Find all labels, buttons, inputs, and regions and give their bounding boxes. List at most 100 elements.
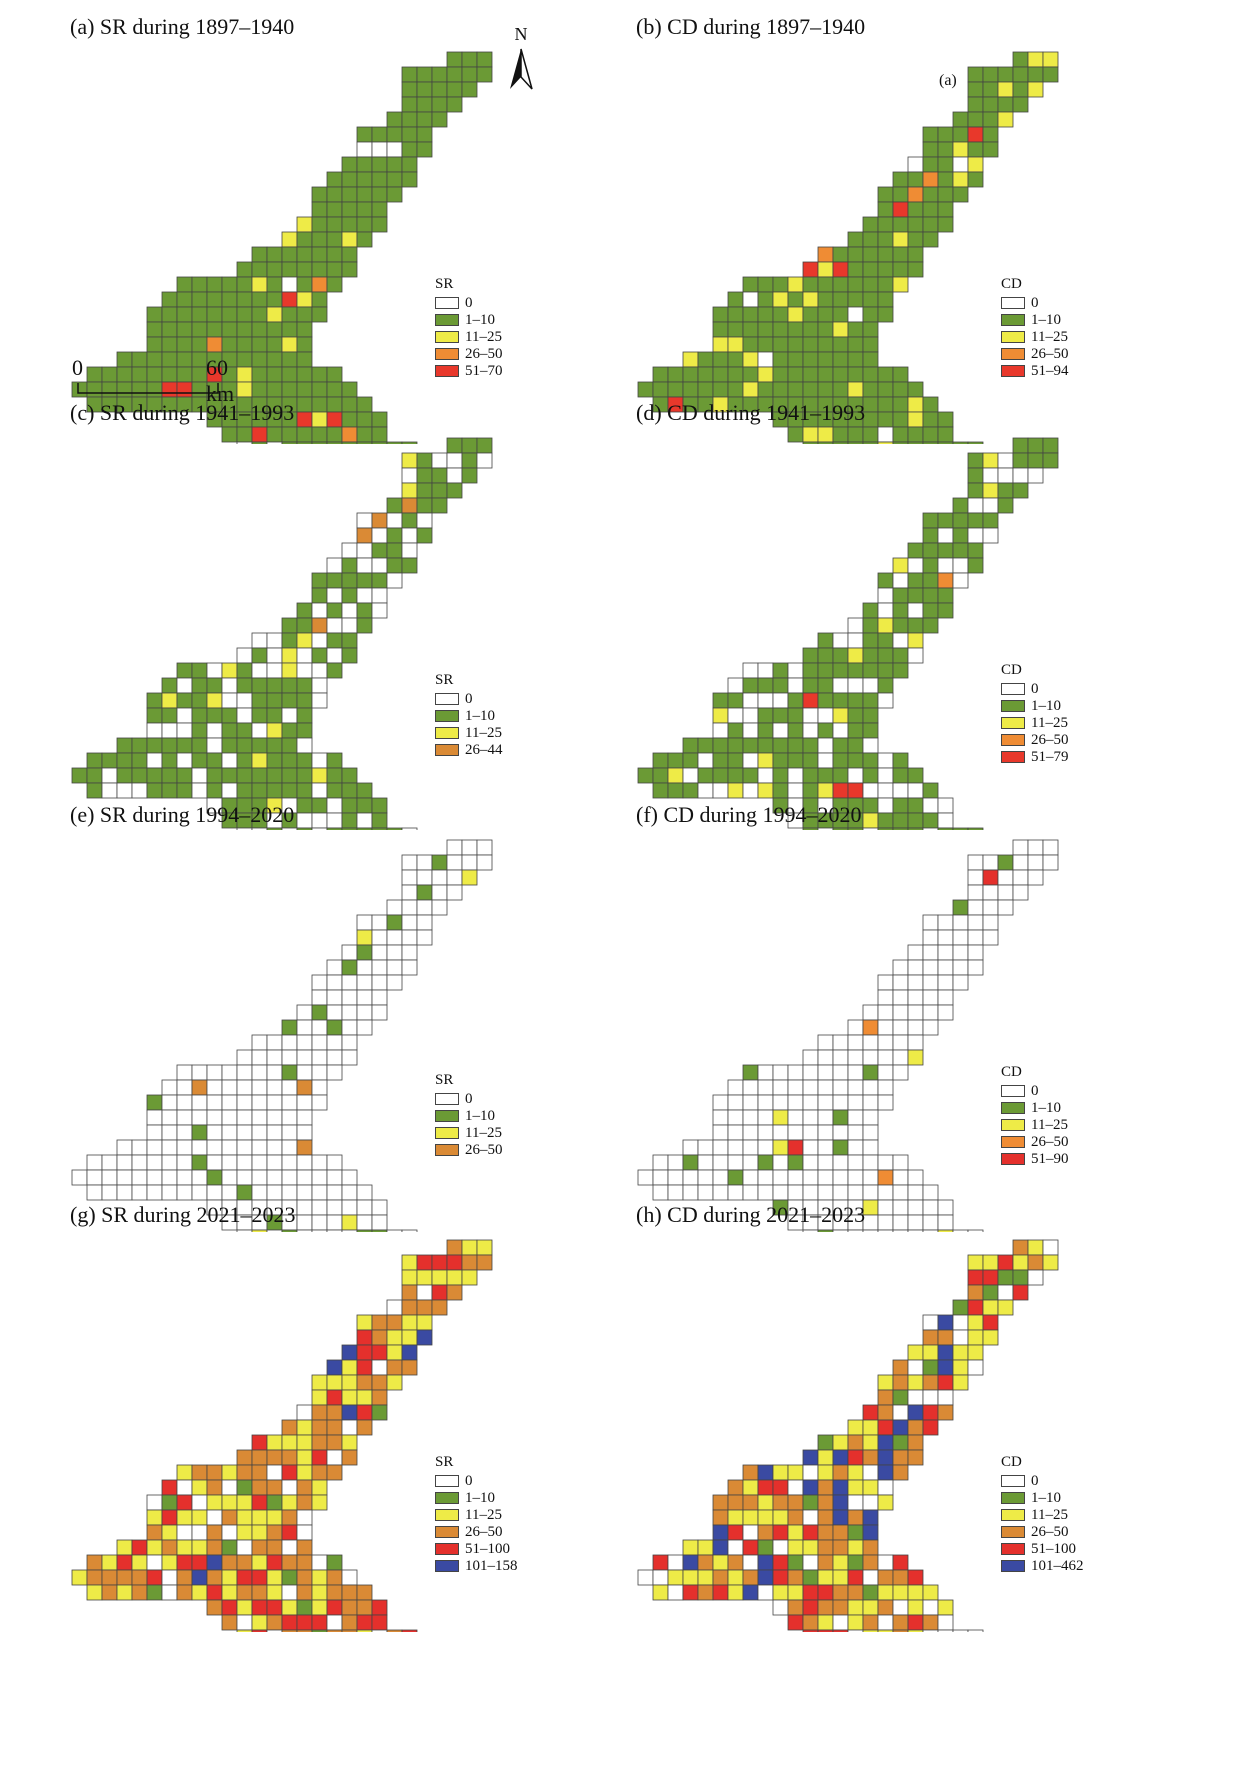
grid-cell bbox=[1012, 1284, 1029, 1301]
grid-cell bbox=[937, 974, 954, 991]
grid-cell bbox=[772, 336, 789, 353]
grid-cell bbox=[191, 1584, 208, 1601]
grid-cell bbox=[86, 752, 103, 769]
grid-cell bbox=[817, 677, 834, 694]
grid-cell bbox=[416, 854, 433, 871]
grid-cell bbox=[296, 722, 313, 739]
grid-cell bbox=[356, 186, 373, 203]
grid-cell bbox=[311, 782, 328, 799]
grid-cell bbox=[161, 1494, 178, 1511]
grid-cell bbox=[772, 1584, 789, 1601]
grid-cell bbox=[131, 1169, 148, 1186]
grid-cell bbox=[326, 1629, 343, 1632]
grid-cell bbox=[877, 1449, 894, 1466]
grid-cell bbox=[892, 1374, 909, 1391]
grid-cell bbox=[757, 1109, 774, 1126]
grid-cell bbox=[236, 1109, 253, 1126]
grid-cell bbox=[817, 752, 834, 769]
grid-cell bbox=[817, 1449, 834, 1466]
grid-cell bbox=[311, 231, 328, 248]
grid-cell bbox=[922, 617, 939, 634]
grid-cell bbox=[892, 959, 909, 976]
grid-cell bbox=[877, 989, 894, 1006]
grid-cell bbox=[401, 1284, 418, 1301]
grid-cell bbox=[251, 336, 268, 353]
grid-cell bbox=[847, 1079, 864, 1096]
grid-cell bbox=[131, 1554, 148, 1571]
grid-cell bbox=[772, 291, 789, 308]
grid-cell bbox=[922, 1229, 939, 1232]
grid-cell bbox=[476, 452, 493, 469]
grid-cell bbox=[146, 336, 163, 353]
grid-cell bbox=[982, 141, 999, 158]
grid-cell bbox=[892, 1629, 909, 1632]
grid-cell bbox=[176, 752, 193, 769]
legend-swatch bbox=[435, 710, 459, 722]
grid-cell bbox=[206, 1139, 223, 1156]
grid-cell bbox=[206, 1539, 223, 1556]
grid-cell bbox=[862, 707, 879, 724]
grid-cell bbox=[847, 366, 864, 383]
grid-cell bbox=[221, 1184, 238, 1201]
grid-cell bbox=[401, 899, 418, 916]
grid-cell bbox=[877, 1599, 894, 1616]
grid-cell bbox=[787, 291, 804, 308]
grid-cell bbox=[877, 1404, 894, 1421]
grid-cell bbox=[371, 171, 388, 188]
grid-cell bbox=[682, 366, 699, 383]
grid-cell bbox=[176, 782, 193, 799]
grid-cell bbox=[877, 1169, 894, 1186]
grid-cell bbox=[727, 306, 744, 323]
grid-cell bbox=[787, 1479, 804, 1496]
grid-cell bbox=[356, 1419, 373, 1436]
grid-cell bbox=[206, 1184, 223, 1201]
grid-cell bbox=[416, 1299, 433, 1316]
legend-entry: 11–25 bbox=[1001, 329, 1068, 346]
grid-cell bbox=[401, 1629, 418, 1632]
grid-cell bbox=[401, 497, 418, 514]
legend-swatch bbox=[1001, 1475, 1025, 1487]
grid-cell bbox=[341, 989, 358, 1006]
legend-swatch bbox=[435, 1509, 459, 1521]
grid-cell bbox=[311, 974, 328, 991]
grid-cell bbox=[86, 1169, 103, 1186]
grid-cell bbox=[1027, 839, 1044, 856]
grid-cell bbox=[907, 1389, 924, 1406]
grid-cell bbox=[326, 587, 343, 604]
grid-cell bbox=[416, 1269, 433, 1286]
grid-cell bbox=[266, 1124, 283, 1141]
grid-cell bbox=[892, 246, 909, 263]
grid-cell bbox=[817, 1064, 834, 1081]
grid-cell bbox=[967, 944, 984, 961]
grid-cell bbox=[802, 1494, 819, 1511]
legend-title: SR bbox=[435, 276, 454, 292]
grid-cell bbox=[652, 366, 669, 383]
grid-cell bbox=[236, 1124, 253, 1141]
grid-cell bbox=[697, 1584, 714, 1601]
grid-cell bbox=[176, 1184, 193, 1201]
grid-cell bbox=[266, 1479, 283, 1496]
grid-cell bbox=[772, 1094, 789, 1111]
grid-cell bbox=[341, 1584, 358, 1601]
grid-cell bbox=[371, 1614, 388, 1631]
grid-cell bbox=[832, 1034, 849, 1051]
grid-cell bbox=[982, 467, 999, 484]
grid-cell bbox=[742, 1494, 759, 1511]
grid-cell bbox=[847, 1124, 864, 1141]
grid-cell bbox=[757, 1064, 774, 1081]
grid-cell bbox=[727, 291, 744, 308]
grid-cell bbox=[371, 1599, 388, 1616]
grid-cell bbox=[296, 1124, 313, 1141]
grid-cell bbox=[877, 366, 894, 383]
legend-label: 101–462 bbox=[1031, 1558, 1084, 1574]
grid-cell bbox=[847, 632, 864, 649]
grid-cell bbox=[191, 276, 208, 293]
grid-cell bbox=[742, 306, 759, 323]
grid-cell bbox=[787, 276, 804, 293]
grid-cell bbox=[281, 1154, 298, 1171]
grid-cell bbox=[757, 737, 774, 754]
grid-cell bbox=[446, 839, 463, 856]
grid-cell bbox=[266, 1464, 283, 1481]
grid-cell bbox=[266, 1449, 283, 1466]
grid-cell bbox=[251, 1034, 268, 1051]
